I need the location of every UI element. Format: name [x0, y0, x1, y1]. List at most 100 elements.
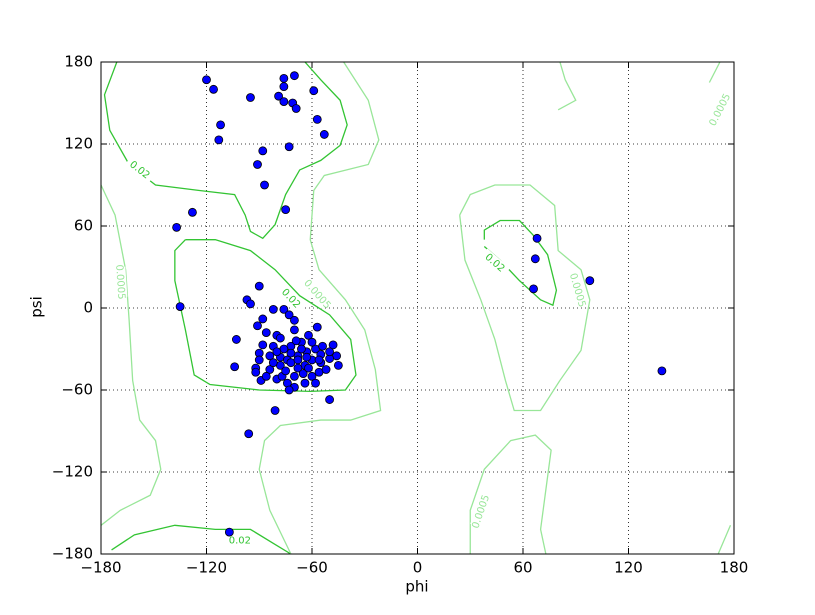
- point: [325, 395, 334, 404]
- contour-line: [111, 524, 292, 554]
- point: [321, 365, 331, 374]
- x-tick-label: 120: [614, 559, 643, 577]
- y-tick-label: −180: [52, 545, 93, 563]
- point: [224, 527, 234, 537]
- point: [268, 304, 278, 314]
- point: [258, 146, 268, 156]
- point: [300, 378, 310, 388]
- point: [244, 429, 254, 439]
- point: [281, 205, 291, 215]
- contour-line: [708, 62, 721, 83]
- point: [202, 75, 211, 85]
- point: [297, 344, 306, 354]
- point: [279, 74, 289, 83]
- y-tick-label: 0: [83, 299, 93, 317]
- point: [209, 84, 218, 94]
- point: [293, 355, 303, 365]
- contour-label-bg: [113, 266, 128, 298]
- point: [275, 333, 285, 343]
- point: [188, 207, 197, 217]
- point: [214, 135, 224, 145]
- point: [333, 360, 343, 370]
- point: [290, 371, 299, 381]
- point: [284, 142, 294, 152]
- x-tick-label: 0: [413, 559, 423, 577]
- contour-label: 0.02: [229, 535, 251, 546]
- contour-label-bg: [302, 279, 332, 310]
- contour-label-bg: [224, 534, 255, 547]
- point: [304, 363, 313, 373]
- contour-label-bg: [707, 93, 733, 126]
- x-tick-label: 60: [513, 559, 532, 577]
- contour-label-bg: [479, 248, 511, 278]
- point: [312, 322, 322, 332]
- point: [270, 406, 280, 415]
- point: [284, 385, 294, 395]
- point: [284, 310, 294, 320]
- point: [274, 91, 283, 101]
- contour-line: [469, 434, 552, 554]
- plot-frame: [100, 61, 735, 555]
- point: [246, 93, 255, 102]
- point: [311, 378, 320, 388]
- point: [290, 315, 299, 325]
- point: [532, 233, 542, 243]
- contour-label: 0.0005: [113, 264, 126, 300]
- contour-line: [174, 239, 357, 393]
- point: [231, 335, 241, 344]
- point: [268, 358, 278, 368]
- x-tick-label: 180: [720, 559, 749, 577]
- point: [291, 104, 301, 113]
- point: [261, 328, 271, 338]
- contour-line: [717, 525, 732, 554]
- point: [291, 336, 301, 346]
- point: [290, 71, 299, 81]
- point: [585, 276, 595, 286]
- point: [258, 314, 268, 324]
- point: [265, 365, 275, 374]
- x-tick-label: −180: [80, 559, 121, 577]
- point: [307, 371, 317, 381]
- point: [279, 304, 289, 314]
- point: [328, 340, 338, 350]
- point: [254, 355, 264, 365]
- contour-line: [258, 62, 382, 554]
- contour-line: [557, 62, 577, 111]
- point: [304, 330, 313, 340]
- point: [530, 254, 540, 264]
- point: [260, 180, 269, 190]
- x-axis-label: phi: [405, 578, 428, 596]
- point: [253, 160, 262, 169]
- point: [307, 337, 317, 347]
- point: [279, 82, 289, 91]
- point: [279, 97, 289, 107]
- point: [325, 347, 334, 357]
- point: [261, 371, 271, 381]
- point: [175, 302, 185, 312]
- y-tick-label: −60: [61, 381, 93, 399]
- point: [319, 130, 329, 139]
- point: [172, 222, 182, 232]
- contour-line: [101, 184, 162, 526]
- contour-label-bg: [276, 283, 306, 314]
- y-tick-label: 180: [64, 53, 93, 71]
- y-tick-label: 60: [74, 217, 93, 235]
- point: [272, 347, 282, 357]
- point: [290, 325, 299, 335]
- point: [258, 340, 268, 350]
- contour-label: 0.0005: [567, 272, 587, 309]
- point: [216, 120, 225, 130]
- contour-line: [459, 184, 591, 412]
- point: [265, 351, 275, 361]
- point: [254, 281, 264, 291]
- contour-label: 0.0005: [707, 92, 733, 128]
- point: [314, 355, 324, 365]
- x-tick-label: −120: [186, 559, 227, 577]
- point: [281, 366, 291, 376]
- y-axis-label: psi: [28, 296, 46, 318]
- point: [312, 115, 322, 124]
- contour-label-bg: [567, 274, 588, 307]
- point: [309, 86, 319, 96]
- point: [251, 367, 261, 377]
